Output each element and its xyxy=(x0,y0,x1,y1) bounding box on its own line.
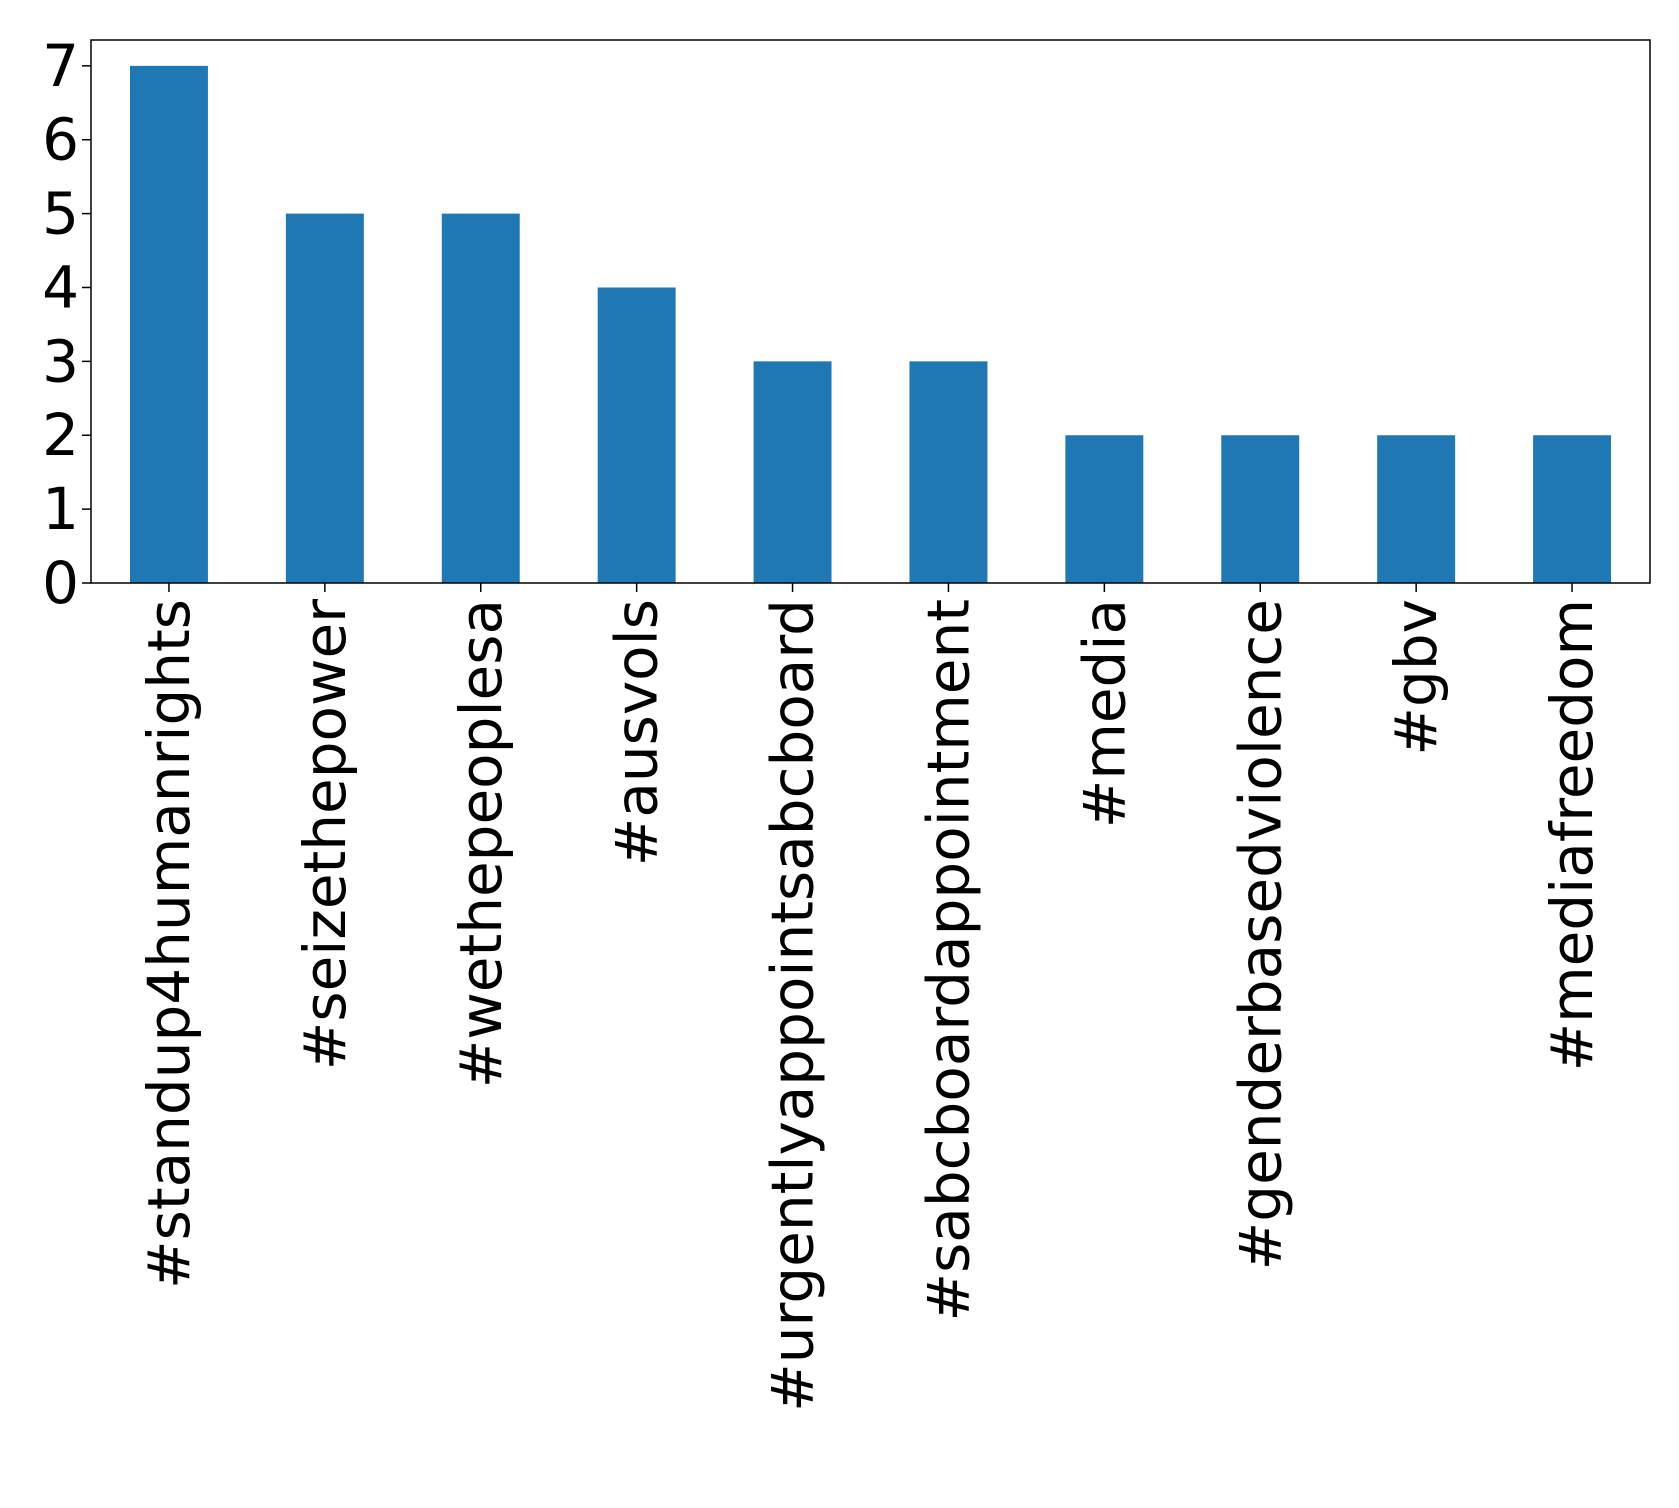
bar xyxy=(909,361,988,583)
bar xyxy=(1221,435,1300,583)
y-tick-label: 7 xyxy=(42,32,79,100)
x-axis: #standup4humanrights #seizethepower #wethe… xyxy=(135,583,1606,1412)
y-tick-label: 3 xyxy=(42,327,79,395)
y-tick-label: 0 xyxy=(42,549,79,617)
bar xyxy=(1533,435,1612,583)
x-tick-label: #wethepeoplesa xyxy=(447,599,515,1088)
bar xyxy=(1065,435,1144,583)
bar xyxy=(129,65,208,584)
x-tick-label: #urgentlyappointsabcboard xyxy=(759,599,827,1412)
bar xyxy=(285,213,364,583)
x-tick-label: #seizethepower xyxy=(291,599,359,1070)
y-tick-label: 5 xyxy=(42,180,79,248)
x-tick-label: #ausvols xyxy=(603,599,671,866)
plot-area-frame xyxy=(90,39,1651,584)
y-tick-label: 1 xyxy=(42,475,79,543)
bar xyxy=(753,361,832,583)
bar xyxy=(441,213,520,583)
bars-layer xyxy=(129,65,1612,584)
y-tick-label: 2 xyxy=(42,401,79,469)
y-tick-label: 4 xyxy=(42,253,79,321)
x-tick-label: #genderbasedviolence xyxy=(1226,599,1294,1270)
x-tick-label: #standup4humanrights xyxy=(135,599,203,1289)
bar xyxy=(1377,435,1456,583)
x-tick-label: #mediafreedom xyxy=(1538,599,1606,1071)
bar xyxy=(597,287,676,583)
x-tick-label: #sabcboardappointment xyxy=(914,599,982,1322)
x-tick-label: #gbv xyxy=(1382,599,1450,756)
y-tick-label: 6 xyxy=(42,106,79,174)
x-tick-label: #media xyxy=(1070,599,1138,828)
